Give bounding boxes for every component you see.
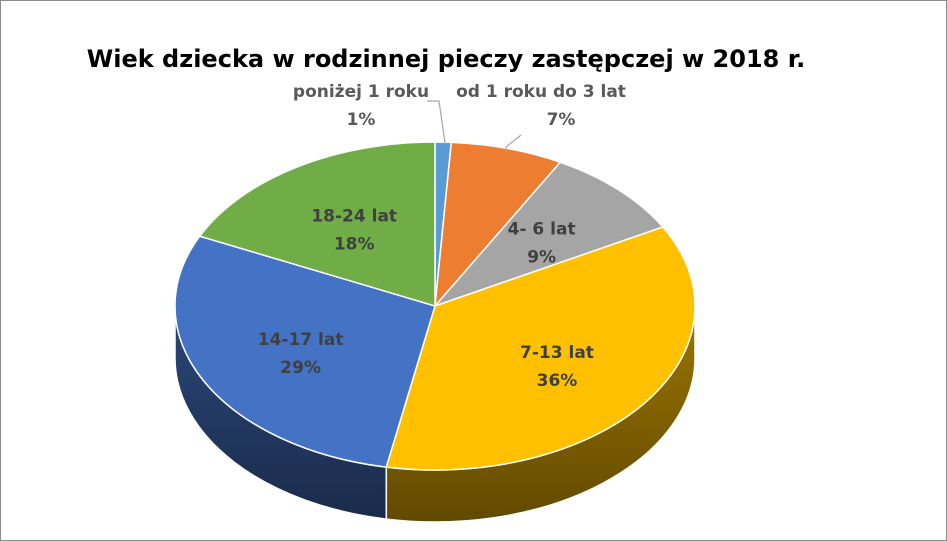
- slice-value-7-13-lat: 36%: [537, 371, 578, 391]
- chart-title: Wiek dziecka w rodzinnej pieczy zastępcz…: [86, 45, 806, 73]
- slice-value-4-6-lat: 9%: [527, 248, 556, 268]
- slice-od-1-roku-do-3-lat: [434, 141, 562, 309]
- slice-label-14-17-lat: 14-17 lat: [258, 330, 344, 350]
- leader-line-od-1-roku-do-3-lat: [504, 134, 522, 153]
- slice-label-poni-ej-1-roku: poniżej 1 roku: [293, 82, 429, 102]
- slice-value-18-24-lat: 18%: [334, 235, 375, 255]
- leader-line-poni-ej-1-roku: [427, 100, 446, 145]
- slice-18-24-lat: [198, 141, 436, 308]
- slice-value-poni-ej-1-roku: 1%: [347, 110, 376, 130]
- slice-7-13-lat: [385, 226, 696, 471]
- slice-label-4-6-lat: 4- 6 lat: [508, 220, 576, 240]
- slice-value-14-17-lat: 29%: [280, 358, 321, 378]
- slice-label-18-24-lat: 18-24 lat: [311, 207, 397, 227]
- slice-label-7-13-lat: 7-13 lat: [520, 343, 594, 363]
- slice-label-od-1-roku-do-3-lat: od 1 roku do 3 lat: [456, 82, 626, 102]
- slice-14-17-lat: [174, 235, 436, 468]
- slice-4-6-lat: [432, 161, 665, 308]
- slice-value-od-1-roku-do-3-lat: 7%: [547, 110, 576, 130]
- pie-labels: poniżej 1 roku 1% od 1 roku do 3 lat 7% 4- 6…: [258, 82, 626, 391]
- pie-slices: [174, 141, 696, 471]
